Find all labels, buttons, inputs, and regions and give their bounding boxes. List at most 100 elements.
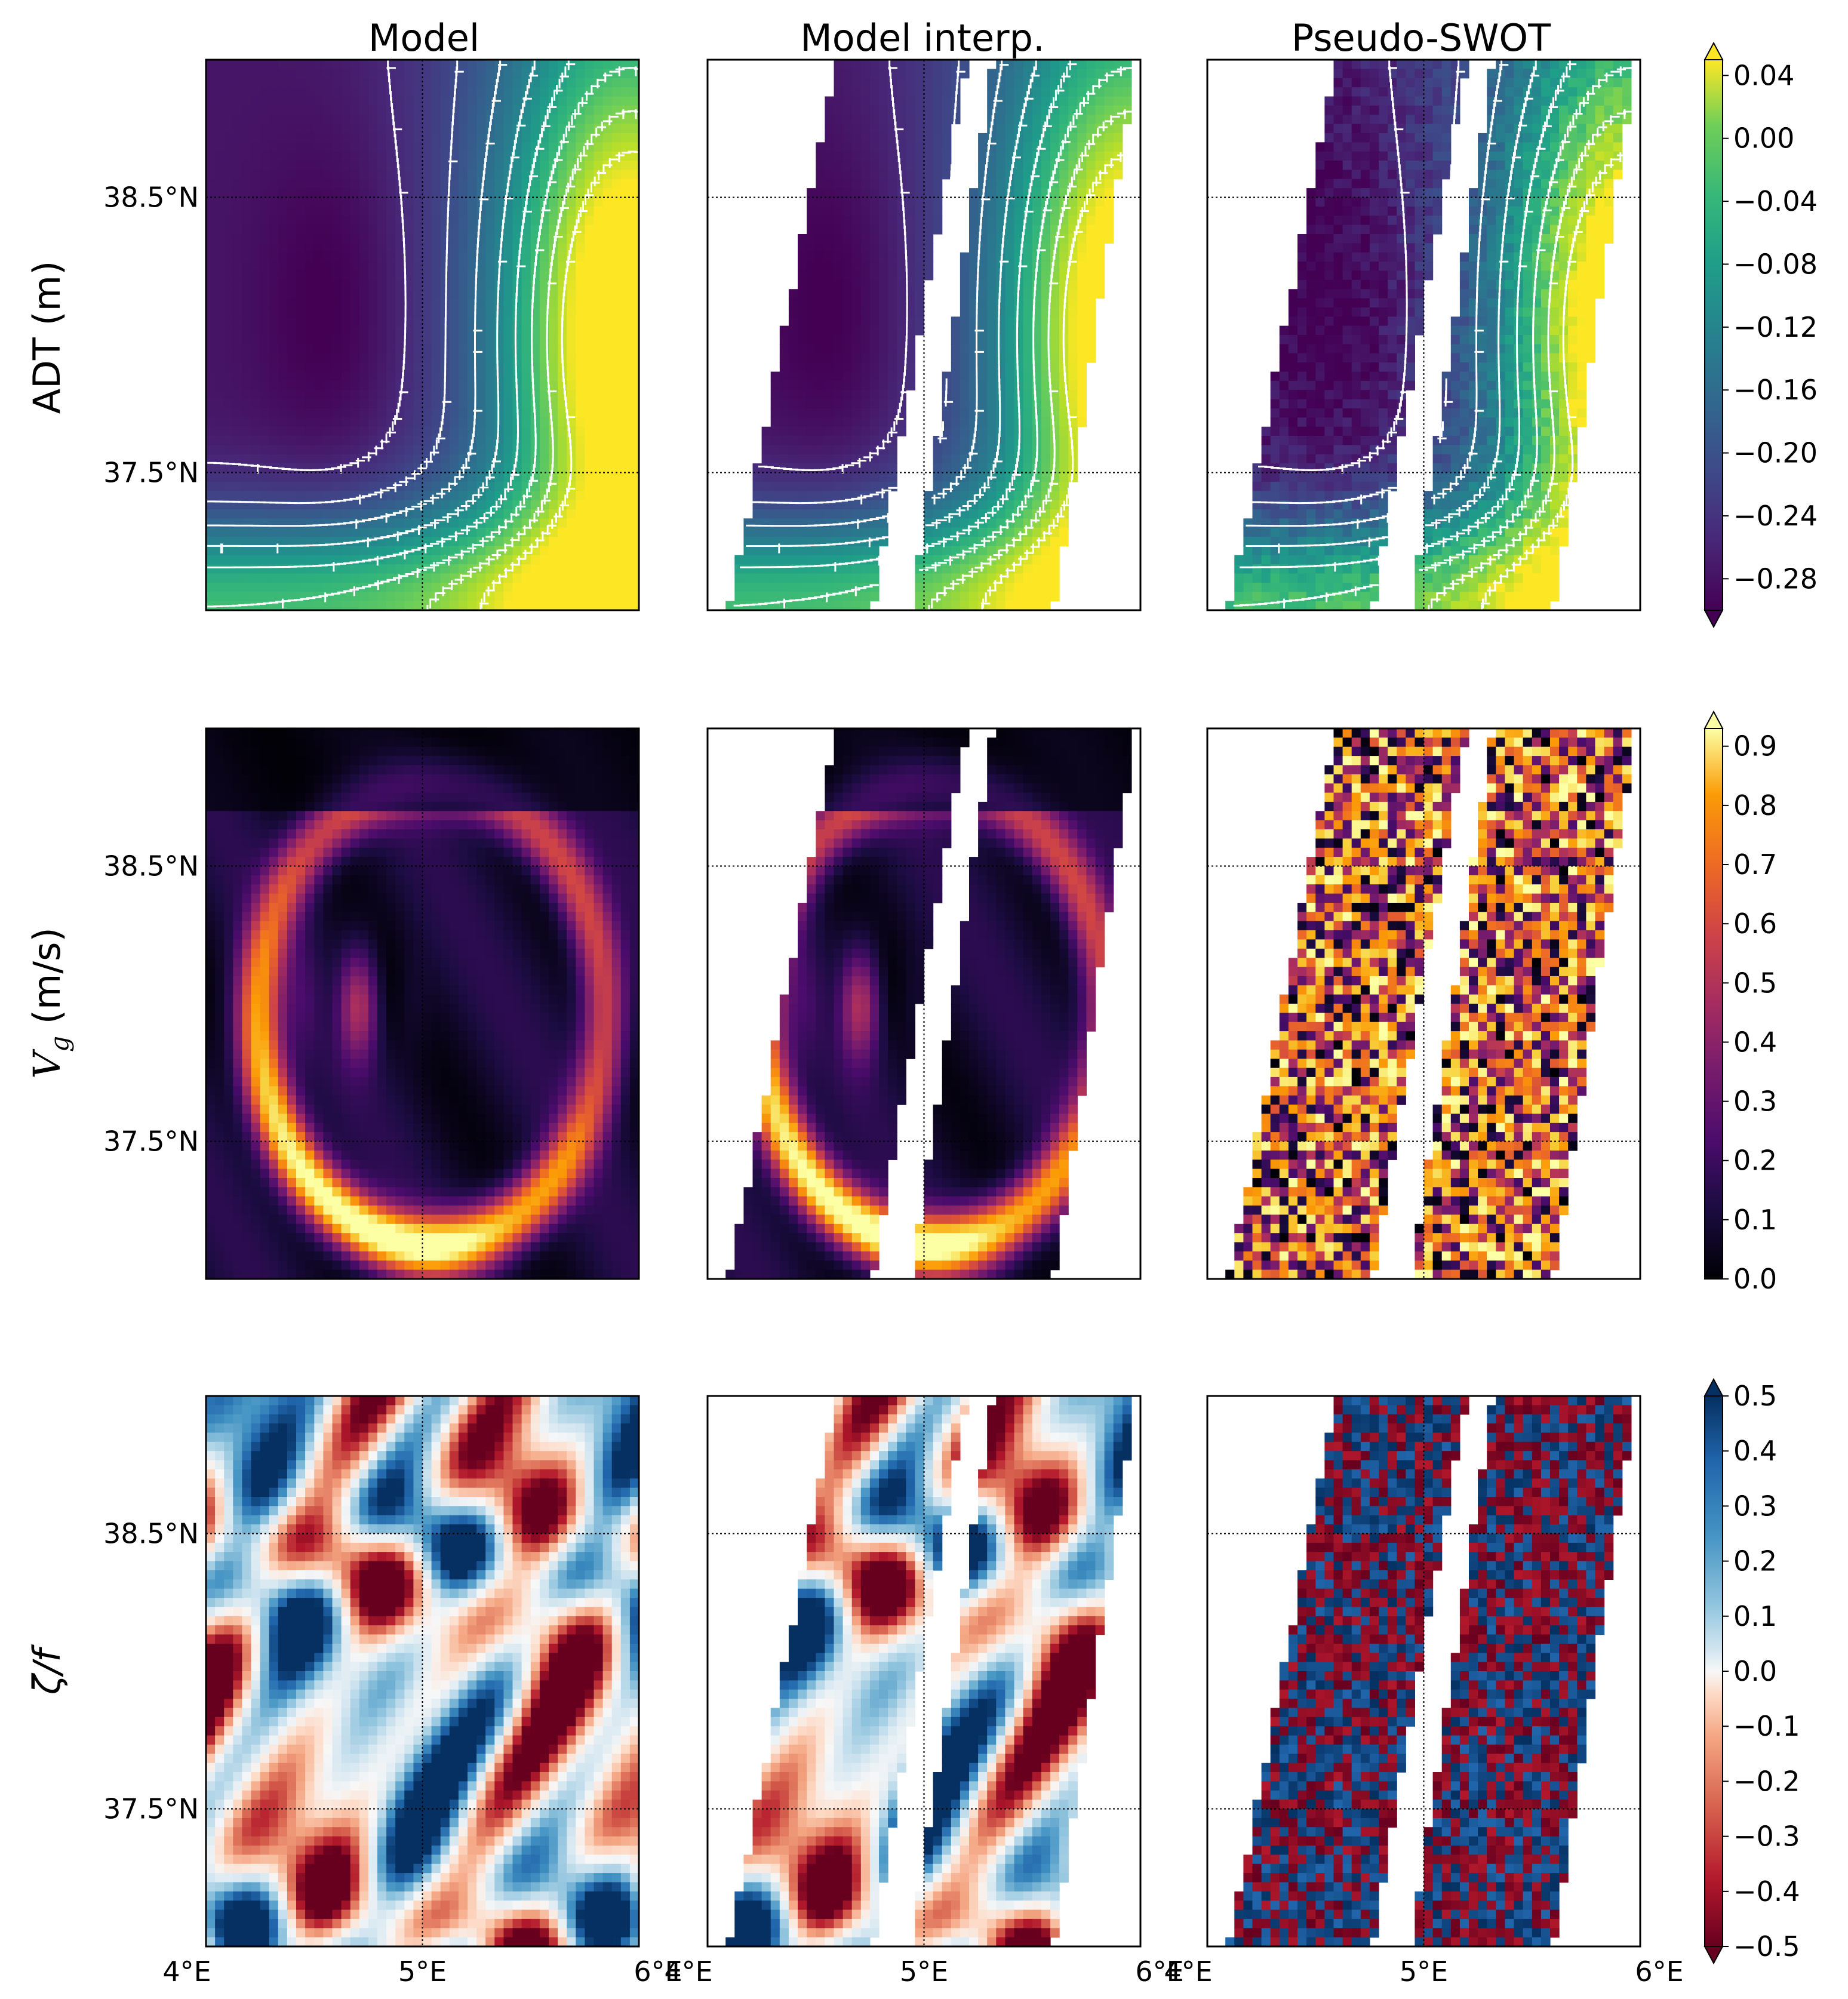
heatmap-cell	[1324, 124, 1334, 134]
heatmap-cell	[834, 436, 844, 445]
heatmap-cell	[386, 463, 396, 473]
heatmap-cell	[350, 445, 360, 454]
heatmap-cell	[1096, 243, 1105, 253]
heatmap-cell	[1023, 152, 1033, 161]
heatmap-cell	[960, 353, 970, 363]
heatmap-cell	[888, 179, 897, 189]
heatmap-cell	[558, 482, 567, 491]
heatmap-cell	[906, 97, 915, 106]
heatmap-cell	[816, 473, 825, 482]
heatmap-cell	[296, 60, 306, 69]
heatmap-cell	[206, 583, 216, 592]
heatmap-cell	[594, 299, 604, 308]
heatmap-cell	[960, 583, 970, 592]
heatmap-cell	[630, 518, 639, 528]
heatmap-cell	[798, 463, 807, 473]
heatmap-cell	[1406, 60, 1415, 69]
heatmap-cell	[852, 299, 862, 308]
heatmap-cell	[206, 353, 216, 363]
heatmap-cell	[807, 445, 816, 454]
heatmap-cell	[485, 161, 495, 170]
heatmap-cell	[843, 381, 853, 390]
heatmap-cell	[251, 243, 261, 253]
heatmap-cell	[287, 225, 297, 235]
heatmap-cell	[906, 152, 915, 161]
heatmap-cell	[969, 243, 979, 253]
heatmap-cell	[1343, 106, 1352, 115]
heatmap-cell	[834, 262, 844, 271]
heatmap-cell	[1005, 555, 1014, 565]
heatmap-cell	[1324, 115, 1334, 124]
heatmap-cell	[621, 353, 631, 363]
heatmap-cell	[242, 445, 251, 454]
heatmap-cell	[585, 436, 594, 445]
heatmap-cell	[359, 289, 369, 299]
heatmap-cell	[260, 454, 270, 464]
heatmap-cell	[485, 518, 495, 528]
heatmap-cell	[1023, 161, 1033, 170]
heatmap-cell	[879, 133, 888, 143]
heatmap-cell	[798, 500, 807, 510]
heatmap-cell	[843, 161, 853, 170]
heatmap-cell	[780, 473, 789, 482]
heatmap-cell	[423, 353, 432, 363]
heatmap-cell	[861, 344, 871, 353]
heatmap-cell	[441, 161, 450, 170]
heatmap-cell	[978, 445, 988, 454]
heatmap-cell	[432, 243, 441, 253]
heatmap-cell	[630, 253, 639, 262]
heatmap-cell	[612, 601, 622, 611]
heatmap-cell	[476, 362, 486, 372]
heatmap-cell	[540, 574, 549, 583]
heatmap-cell	[996, 115, 1006, 124]
heatmap-cell	[450, 170, 459, 179]
heatmap-cell	[350, 97, 360, 106]
heatmap-cell	[585, 216, 594, 225]
heatmap-cell	[305, 299, 315, 308]
heatmap-cell	[762, 454, 771, 464]
heatmap-cell	[1023, 436, 1033, 445]
heatmap-cell	[879, 427, 888, 436]
heatmap-cell	[260, 179, 270, 189]
heatmap-cell	[350, 601, 360, 611]
heatmap-cell	[531, 115, 540, 124]
heatmap-cell	[753, 528, 762, 537]
heatmap-cell	[386, 307, 396, 317]
heatmap-cell	[879, 372, 888, 382]
heatmap-cell	[377, 601, 387, 611]
heatmap-cell	[603, 417, 613, 427]
heatmap-cell	[960, 270, 970, 280]
heatmap-cell	[503, 225, 513, 235]
heatmap-cell	[612, 518, 622, 528]
heatmap-cell	[897, 344, 906, 353]
heatmap-cell	[233, 307, 242, 317]
heatmap-cell	[224, 87, 233, 97]
heatmap-cell	[1077, 344, 1087, 353]
heatmap-cell	[843, 243, 853, 253]
heatmap-cell	[323, 97, 333, 106]
heatmap-cell	[996, 307, 1006, 317]
heatmap-cell	[342, 399, 351, 409]
heatmap-cell	[459, 87, 468, 97]
heatmap-cell	[368, 161, 378, 170]
heatmap-cell	[630, 188, 639, 198]
heatmap-cell	[251, 574, 261, 583]
heatmap-cell	[897, 78, 906, 88]
heatmap-cell	[404, 234, 414, 244]
heatmap-cell	[549, 326, 558, 336]
heatmap-cell	[1050, 381, 1060, 390]
heatmap-cell	[576, 243, 585, 253]
heatmap-cell	[468, 179, 477, 189]
heatmap-cell	[834, 445, 844, 454]
heatmap-cell	[342, 243, 351, 253]
heatmap-cell	[242, 381, 251, 390]
heatmap-cell	[269, 234, 279, 244]
heatmap-cell	[503, 335, 513, 345]
heatmap-cell	[978, 316, 988, 326]
heatmap-cell	[825, 546, 834, 555]
heatmap-cell	[494, 326, 504, 336]
heatmap-cell	[1505, 115, 1514, 124]
heatmap-cell	[1086, 225, 1096, 235]
heatmap-cell	[224, 463, 233, 473]
heatmap-cell	[423, 133, 432, 143]
